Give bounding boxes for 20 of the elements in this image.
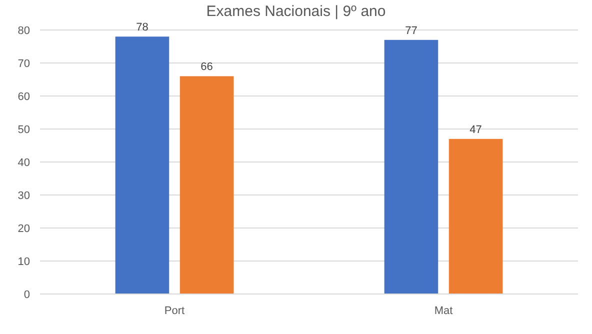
y-tick-label: 0 xyxy=(24,289,30,301)
chart-title: Exames Nacionais | 9º ano xyxy=(206,3,386,20)
x-tick-label: Port xyxy=(164,305,185,317)
x-tick-label: Mat xyxy=(434,305,453,317)
bar xyxy=(115,36,170,294)
y-tick-label: 70 xyxy=(18,58,30,70)
bar xyxy=(180,76,234,294)
data-label: 66 xyxy=(200,61,213,74)
y-tick-label: 30 xyxy=(18,190,30,202)
data-label: 77 xyxy=(405,24,418,37)
y-tick-label: 80 xyxy=(18,25,30,37)
data-label: 47 xyxy=(470,124,482,136)
y-tick-label: 40 xyxy=(18,157,30,169)
y-tick-label: 50 xyxy=(18,124,30,136)
bar xyxy=(384,40,438,294)
data-label: 78 xyxy=(136,22,148,34)
y-tick-label: 60 xyxy=(18,91,30,103)
bar xyxy=(448,138,503,294)
y-tick-label: 10 xyxy=(18,256,30,268)
y-tick-label: 20 xyxy=(18,223,30,235)
